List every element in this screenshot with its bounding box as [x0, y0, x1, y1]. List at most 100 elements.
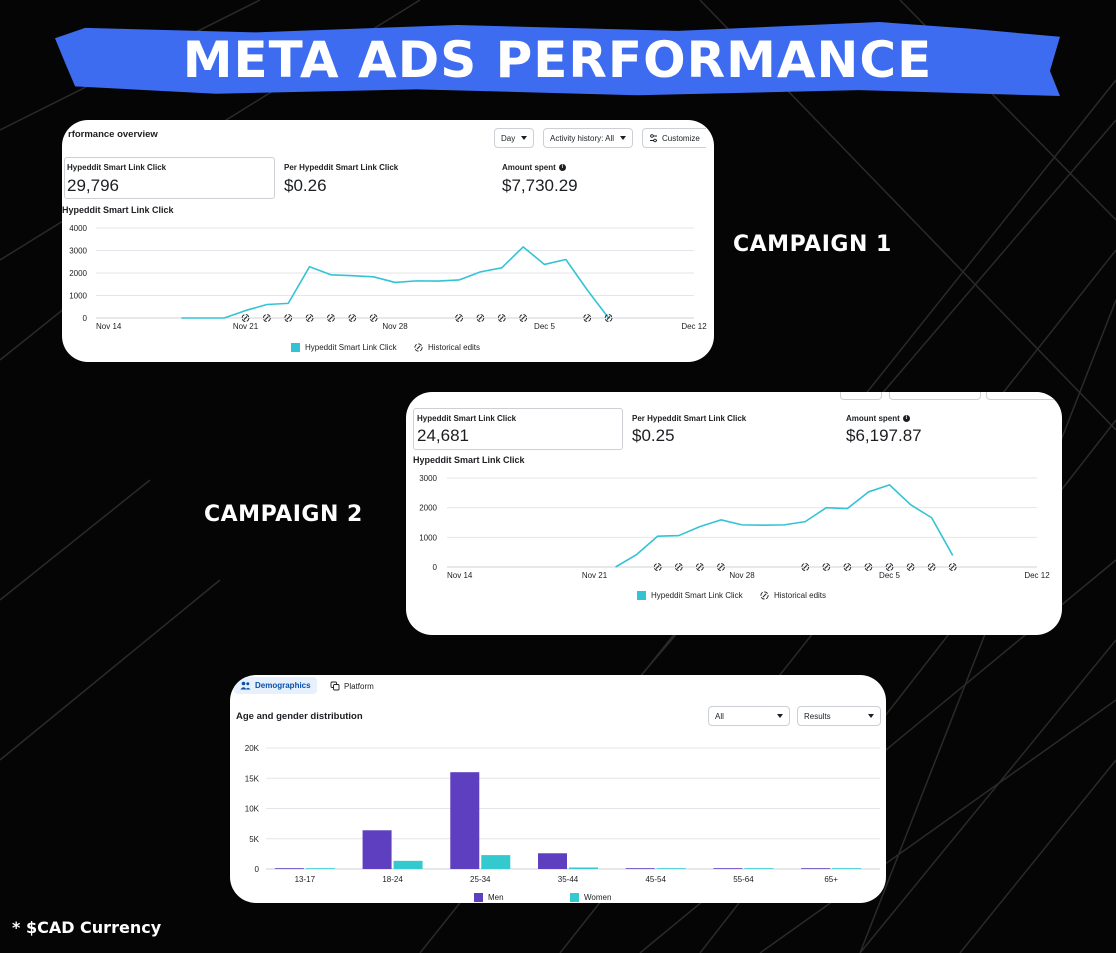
performance-overview-title: rformance overview	[68, 129, 158, 140]
amount-spent-text: Amount spent	[846, 414, 900, 423]
bar-women	[569, 867, 598, 869]
historical-edit-marker	[864, 563, 873, 571]
historical-edit-marker	[927, 563, 936, 571]
edit-marker-ring	[822, 563, 831, 571]
bar-women	[393, 860, 423, 869]
edit-marker-ring	[653, 563, 662, 571]
historical-edit-marker	[369, 314, 378, 322]
info-icon[interactable]: i	[902, 415, 910, 423]
info-icon[interactable]: i	[558, 164, 566, 172]
sliders-icon	[650, 133, 657, 142]
chart-title: Hypeddit Smart Link Click	[413, 455, 525, 465]
customize-label: Customize	[662, 133, 700, 143]
chevron-down-icon	[620, 136, 627, 140]
metric-value-clicks: 24,681	[417, 426, 469, 445]
x-tick-label: 55-64	[733, 875, 754, 884]
bar-men	[713, 868, 743, 869]
x-tick-label: 25-34	[470, 875, 491, 884]
bar-men	[450, 772, 480, 869]
edit-marker-stroke	[457, 316, 462, 320]
chevron-down-icon	[777, 714, 783, 718]
bar-women	[305, 868, 335, 869]
x-tick-label: Nov 21	[233, 322, 259, 331]
activity-history-dropdown[interactable]: Activity history: All	[543, 128, 634, 148]
edit-marker-stroke	[371, 316, 376, 320]
edit-marker-stroke	[307, 316, 312, 320]
tab-platform[interactable]: Platform	[324, 677, 380, 695]
legend-series[interactable]: Hypeddit Smart Link Click	[291, 343, 397, 352]
edit-marker-ring	[476, 314, 485, 322]
legend-men[interactable]: Men	[474, 893, 504, 902]
chart-title: Hypeddit Smart Link Click	[62, 205, 174, 215]
tab-demographics[interactable]: Demographics	[234, 677, 317, 694]
historical-edit-marker	[284, 314, 293, 322]
edit-marker-stroke	[697, 565, 702, 569]
edit-marker-stroke	[243, 316, 248, 320]
historical-edit-marker	[843, 563, 852, 571]
x-tick-label: 13-17	[295, 875, 316, 884]
tab-platform-label: Platform	[344, 681, 374, 691]
edit-marker-ring	[241, 314, 250, 322]
edit-marker-ring	[674, 563, 683, 571]
y-tick-label: 3000	[69, 247, 87, 256]
partial-control-2[interactable]	[889, 392, 981, 400]
partial-control-1[interactable]	[840, 392, 882, 400]
historical-edit-marker	[455, 314, 463, 322]
y-tick-label: 2000	[419, 504, 437, 513]
historical-edit-marker	[906, 563, 915, 571]
edit-marker-stroke	[676, 565, 681, 569]
series-line	[181, 246, 610, 319]
metric-filter-label: Results	[804, 711, 831, 721]
metric-label-cost-per-click: Per Hypeddit Smart Link Click	[632, 414, 747, 423]
bar-men	[274, 868, 304, 869]
edit-marker-stroke	[286, 316, 291, 320]
edit-marker-ring	[906, 563, 915, 571]
legend-series[interactable]: Hypeddit Smart Link Click	[637, 591, 743, 600]
edit-marker-ring	[369, 314, 378, 322]
historical-edit-marker	[241, 314, 250, 322]
edit-marker-stroke	[655, 565, 660, 569]
edit-marker-stroke	[499, 316, 504, 320]
gender-filter-dropdown[interactable]: All	[708, 706, 790, 726]
day-dropdown[interactable]: Day	[494, 128, 535, 148]
edit-marker-ring	[455, 314, 463, 322]
age-gender-bar-chart: 0 5K 10K 15K 20K 13-17 18-24 25-34 35-44 45-54 55-…	[245, 744, 880, 884]
background-line	[0, 579, 221, 761]
edit-marker-stroke	[866, 565, 871, 569]
x-tick-label: Nov 28	[729, 571, 755, 580]
y-tick-label: 2000	[69, 269, 87, 278]
bar-women	[744, 868, 774, 869]
partial-control-3[interactable]	[986, 392, 1062, 400]
customize-button[interactable]: Customize	[642, 128, 706, 148]
edit-marker-stroke	[585, 316, 590, 320]
edit-marker-stroke	[803, 565, 808, 569]
y-tick-label: 0	[255, 865, 260, 874]
legend-swatch	[291, 343, 300, 352]
metric-value-cost-per-click: $0.25	[632, 426, 675, 445]
background-line	[959, 759, 1116, 953]
legend-men-label: Men	[488, 893, 504, 902]
legend-historical-edits[interactable]: Historical edits	[760, 591, 826, 600]
series-line	[615, 484, 954, 568]
bar-women	[481, 855, 511, 869]
historical-edit-icon	[414, 343, 423, 352]
activity-history-label: Activity history: All	[550, 133, 615, 143]
edit-marker-stroke	[908, 565, 913, 569]
edit-marker-ring	[305, 314, 314, 322]
legend-women[interactable]: Women	[570, 893, 611, 902]
campaign-2-card: Hypeddit Smart Link Click 24,681 Per Hyp…	[406, 392, 1062, 635]
edit-marker-stroke	[929, 565, 934, 569]
bar-men	[538, 853, 567, 869]
historical-edit-marker	[263, 314, 271, 322]
legend-historical-edits[interactable]: Historical edits	[414, 343, 480, 352]
metric-box-selected[interactable]	[64, 157, 275, 199]
x-tick-label: Dec 5	[879, 571, 900, 580]
metric-filter-dropdown[interactable]: Results	[797, 706, 881, 726]
y-tick-label: 1000	[419, 533, 437, 542]
historical-edit-marker	[696, 563, 704, 571]
section-title: Age and gender distribution	[236, 711, 363, 722]
currency-footnote: * $CAD Currency	[12, 918, 162, 937]
metric-box-selected[interactable]	[413, 408, 623, 450]
edit-marker-stroke	[264, 316, 269, 320]
historical-edit-icon	[760, 591, 769, 600]
